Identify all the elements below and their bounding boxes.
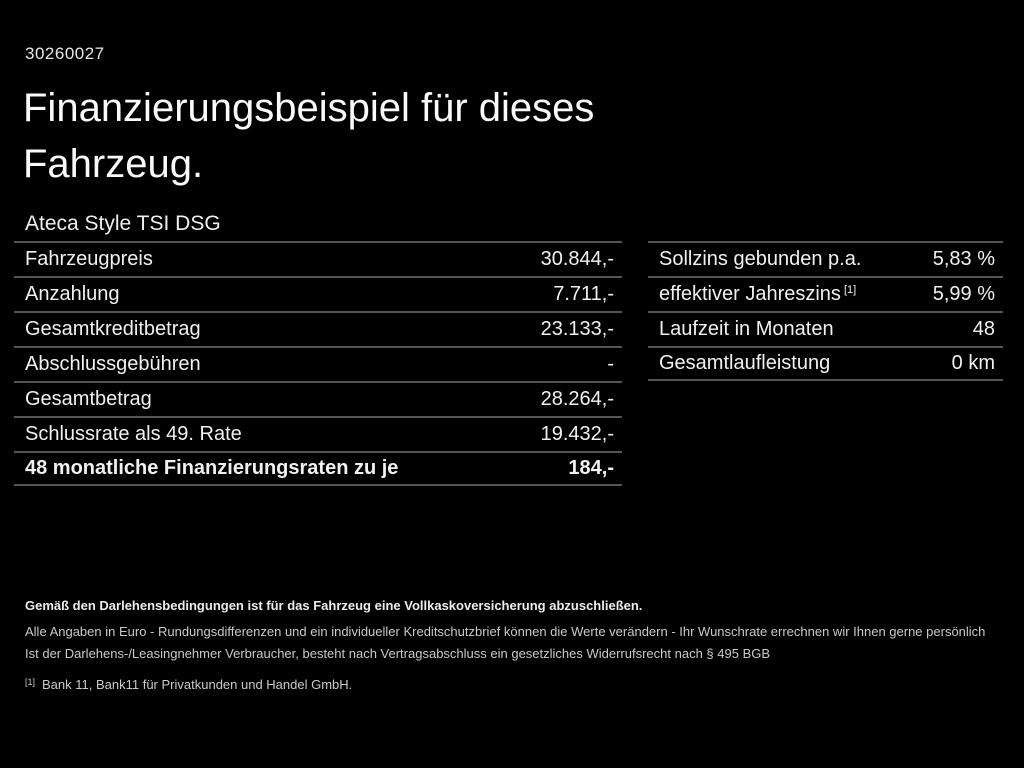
footnote-marker: [1]	[25, 677, 36, 687]
row-label: Fahrzeugpreis	[25, 248, 153, 270]
row-value: 7.711,-	[553, 283, 614, 305]
row-value: 19.432,-	[540, 423, 614, 445]
insurance-note: Gemäß den Darlehensbedingungen ist für d…	[25, 598, 643, 613]
table-row: Laufzeit in Monaten 48	[648, 311, 1003, 346]
table-row: Schlussrate als 49. Rate 19.432,-	[14, 416, 622, 451]
row-label: Gesamtbetrag	[25, 388, 152, 410]
table-row: Gesamtlaufleistung 0 km	[648, 346, 1003, 381]
page-title-line2: Fahrzeug.	[23, 142, 204, 186]
table-row: Gesamtkreditbetrag 23.133,-	[14, 311, 622, 346]
row-label: effektiver Jahreszins [1]	[659, 283, 857, 305]
row-value: 184,-	[568, 457, 614, 479]
row-value: 0 km	[951, 352, 995, 374]
table-row: Anzahlung 7.711,-	[14, 276, 622, 311]
row-label: Anzahlung	[25, 283, 120, 305]
row-value: 28.264,-	[540, 388, 614, 410]
withdrawal-note: Ist der Darlehens-/Leasingnehmer Verbrau…	[25, 646, 771, 661]
table-row: 48 monatliche Finanzierungsraten zu je 18…	[14, 451, 622, 486]
row-value: 30.844,-	[540, 248, 614, 270]
row-label: Laufzeit in Monaten	[659, 318, 834, 340]
table-row: Gesamtbetrag 28.264,-	[14, 381, 622, 416]
row-value: 23.133,-	[540, 318, 614, 340]
page-title: Finanzierungsbeispiel für dieses Fahrzeu…	[23, 80, 594, 192]
row-label: Sollzins gebunden p.a.	[659, 248, 862, 270]
table-row: effektiver Jahreszins [1] 5,99 %	[648, 276, 1003, 311]
disclaimer-note: Alle Angaben in Euro - Rundungsdifferenz…	[25, 624, 986, 639]
loan-terms-table: Sollzins gebunden p.a. 5,83 % effektiver J…	[648, 241, 1003, 381]
row-label: Abschlussgebühren	[25, 353, 201, 375]
legal-footnotes: Gemäß den Darlehensbedingungen ist für d…	[25, 597, 990, 693]
row-value: 5,83 %	[932, 248, 995, 270]
footnote-marker: [1]	[843, 284, 857, 296]
table-row: Abschlussgebühren -	[14, 346, 622, 381]
offer-id: 30260027	[25, 44, 105, 63]
row-value: -	[607, 353, 614, 375]
bank-footnote-text: Bank 11, Bank11 für Privatkunden und Han…	[42, 677, 353, 692]
row-label: Schlussrate als 49. Rate	[25, 423, 242, 445]
vehicle-model: Ateca Style TSI DSG	[25, 212, 221, 235]
row-label: 48 monatliche Finanzierungsraten zu je	[25, 457, 399, 479]
row-label: Gesamtkreditbetrag	[25, 318, 201, 340]
financing-details-table: Fahrzeugpreis 30.844,- Anzahlung 7.711,- Ges…	[14, 241, 622, 486]
table-row: Sollzins gebunden p.a. 5,83 %	[648, 241, 1003, 276]
table-row: Fahrzeugpreis 30.844,-	[14, 241, 622, 276]
row-value: 48	[972, 318, 995, 340]
row-label: Gesamtlaufleistung	[659, 352, 831, 374]
page-title-line1: Finanzierungsbeispiel für dieses	[23, 86, 595, 130]
bank-footnote: [1] Bank 11, Bank11 für Privatkunden und …	[25, 674, 990, 693]
row-value: 5,99 %	[932, 283, 995, 305]
